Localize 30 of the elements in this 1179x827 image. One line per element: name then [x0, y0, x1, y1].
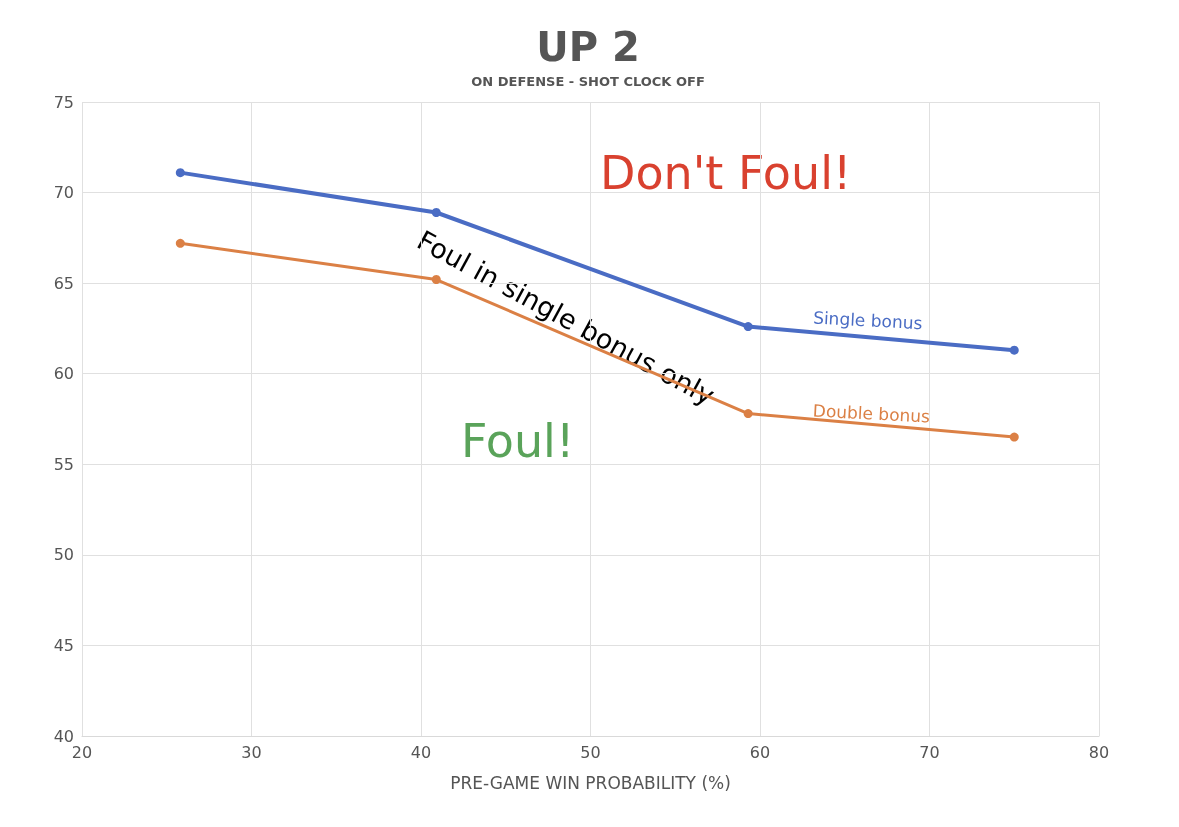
point [743, 322, 753, 332]
y-tick-label: 75 [53, 92, 74, 112]
point [431, 208, 441, 217]
point [1009, 432, 1019, 442]
x-tick-label: 30 [241, 742, 262, 762]
series-label: Single bonus [812, 307, 923, 334]
series-label: Double bonus [812, 400, 931, 427]
x-tick-label: 20 [71, 742, 93, 762]
point [175, 168, 185, 178]
y-tick-label: 70 [53, 183, 74, 203]
point [743, 409, 753, 419]
y-tick-label: 65 [53, 273, 74, 293]
point [431, 275, 441, 285]
y-tick-label: 60 [53, 364, 74, 384]
annotation: Don't Foul! [600, 146, 852, 200]
x-tick-label: 40 [410, 742, 432, 762]
y-tick-label: 45 [53, 635, 74, 655]
x-tick-label: 80 [1088, 742, 1110, 762]
x-tick-label: 50 [580, 742, 601, 762]
point [175, 238, 185, 248]
chart-title: UP 2 [536, 24, 640, 70]
x-tick-label: 60 [749, 742, 771, 762]
y-tick-label: 50 [53, 545, 74, 565]
annotation: Foul! [461, 414, 575, 468]
y-tick-label: 40 [53, 726, 74, 746]
x-axis-title: PRE-GAME WIN PROBABILITY (%) [450, 772, 731, 793]
x-tick-label: 70 [919, 742, 940, 762]
chart-subtitle: ON DEFENSE - SHOT CLOCK OFF [471, 74, 705, 89]
point [1009, 345, 1019, 355]
y-tick-label: 55 [53, 454, 74, 474]
